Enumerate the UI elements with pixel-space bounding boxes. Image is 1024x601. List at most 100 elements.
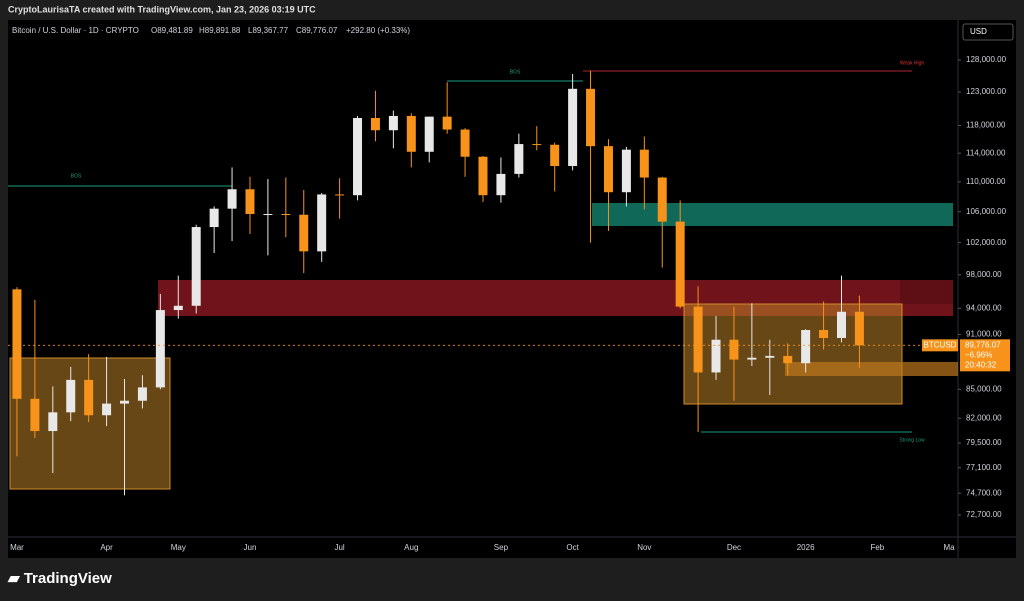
candle-body: [173, 305, 183, 311]
candle-body: [191, 227, 201, 306]
supply-zone-ext: [900, 280, 953, 304]
y-tick-label: 128,000.00: [966, 55, 1007, 64]
x-tick-label: Mar: [10, 543, 24, 552]
legend-high: H89,891.88: [199, 26, 241, 35]
price-tag-symbol: [922, 339, 958, 352]
candle-body: [30, 398, 40, 432]
candle-body: [281, 213, 291, 215]
y-tick-label: 85,000.00: [966, 384, 1002, 393]
x-tick-label: Sep: [494, 543, 509, 552]
candle-body: [460, 129, 470, 157]
x-tick-label: Feb: [870, 543, 884, 552]
demand-zone-2: [785, 362, 958, 376]
y-tick-label: 82,000.00: [966, 413, 1002, 422]
candle-body: [84, 379, 94, 416]
candle-body: [317, 194, 327, 252]
price-tag-change: −6.96%: [965, 350, 992, 359]
price-tag-countdown: 20:40:32: [965, 360, 997, 369]
candle-body: [48, 412, 58, 432]
x-tick-label: Jun: [244, 543, 257, 552]
candle-body: [783, 355, 793, 364]
price-tag-symbol-text: BTCUSD: [924, 340, 957, 349]
candle-body: [801, 330, 811, 364]
x-tick-label: Dec: [727, 543, 741, 552]
legend: Bitcoin / U.S. Dollar · 1D · CRYPTO O89,…: [12, 26, 410, 35]
legend-symbol: Bitcoin / U.S. Dollar · 1D · CRYPTO: [12, 26, 139, 35]
candle-body: [639, 149, 649, 178]
y-tick-label: 114,000.00: [966, 148, 1006, 157]
candle-body: [424, 116, 434, 152]
y-tick-label: 110,000.00: [966, 177, 1006, 186]
candle-body: [603, 146, 613, 193]
candle-body: [155, 310, 165, 388]
legend-open: O89,481.89: [151, 26, 193, 35]
candle-body: [765, 355, 775, 358]
candle-body: [496, 173, 506, 196]
candle-body: [621, 149, 631, 193]
candle-body: [102, 403, 112, 416]
x-tick-label: Ma: [943, 543, 955, 552]
candle-body: [854, 311, 864, 346]
candle-body: [819, 330, 829, 338]
y-tick-label: 74,700.00: [966, 488, 1002, 497]
currency-button[interactable]: [962, 23, 1014, 41]
x-tick-label: Aug: [404, 543, 418, 552]
annotation: BOS: [510, 69, 521, 75]
candle-body: [120, 400, 130, 404]
zones: BOS BOS Weak High Strong Low: [8, 60, 958, 490]
price-tag-price: 89,776.07: [965, 340, 1001, 349]
y-tick-label: 98,000.00: [966, 270, 1002, 279]
candle-body: [478, 156, 488, 196]
x-tick-label: Oct: [566, 543, 579, 552]
candle-body: [675, 221, 685, 307]
x-tick-label: 2026: [797, 543, 815, 552]
legend-low: L89,367.77: [248, 26, 289, 35]
price-tag: [960, 339, 1010, 372]
y-tick-label: 106,000.00: [966, 207, 1007, 216]
y-tick-label: 77,100.00: [966, 463, 1002, 472]
x-tick-label: Jul: [334, 543, 344, 552]
header: CryptoLaurisaTA created with TradingView…: [8, 4, 316, 14]
x-tick-label: Nov: [637, 543, 651, 552]
candle-body: [711, 339, 721, 373]
candle-body: [657, 177, 667, 222]
candle-body: [586, 88, 596, 147]
candle-body: [227, 189, 237, 209]
candle-body: [66, 379, 76, 413]
y-tick-label: 91,000.00: [966, 330, 1002, 339]
annotation: Strong Low: [899, 437, 925, 443]
candle-body: [12, 289, 22, 399]
fvg-zone: [592, 203, 953, 226]
candle-body: [370, 117, 380, 131]
y-tick-label: 123,000.00: [966, 87, 1007, 96]
candle-body: [747, 357, 757, 360]
candle-body: [568, 88, 578, 166]
candle-body: [514, 144, 524, 174]
candle-body: [299, 214, 309, 252]
y-tick-label: 118,000.00: [966, 121, 1006, 130]
annotation: BOS: [71, 173, 82, 179]
candle-body: [209, 208, 219, 228]
currency[interactable]: USD: [970, 27, 987, 36]
legend-change: +292.80 (+0.33%): [346, 26, 410, 35]
y-tick-label: 72,700.00: [966, 510, 1002, 519]
annotation: Weak High: [900, 60, 925, 66]
candle-body: [729, 339, 739, 360]
candle-body: [388, 115, 398, 131]
candle-body: [550, 144, 560, 166]
y-tick-label: 79,500.00: [966, 438, 1002, 447]
candle-body: [137, 387, 147, 401]
candle-body: [335, 194, 345, 196]
x-tick-label: May: [171, 543, 186, 552]
candle-body: [836, 311, 846, 338]
footer-text: TradingView: [24, 570, 112, 587]
candle-body: [406, 115, 416, 152]
candle-body: [263, 213, 273, 215]
footer-logo: ▰ TradingView: [7, 570, 112, 587]
x-tick-label: Apr: [100, 543, 113, 552]
candle-body: [245, 189, 255, 214]
legend-close: C89,776.07: [296, 26, 338, 35]
candle-body: [532, 144, 542, 146]
candle-body: [693, 306, 703, 373]
